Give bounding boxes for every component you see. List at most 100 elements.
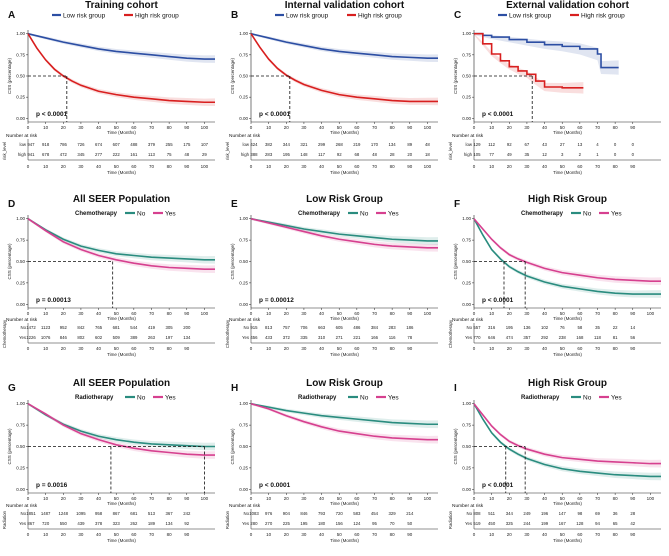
y-tick-label: 0.00 [239, 116, 248, 121]
p-value: p < 0.0001 [36, 111, 68, 118]
risk-row-label: Yes [242, 521, 249, 526]
x-tick-label: 20 [284, 125, 290, 130]
risk-count: 168 [576, 335, 584, 340]
risk-x-tick-label: 30 [301, 346, 307, 351]
risk-x-tick-label: 40 [96, 346, 102, 351]
risk-x-tick-label: 80 [167, 346, 173, 351]
risk-count: 720 [336, 511, 344, 516]
x-tick-label: 0 [473, 311, 476, 316]
risk-count: 28 [390, 152, 395, 157]
y-axis-label: CSS (percentage) [230, 243, 235, 280]
legend-label: High risk group [581, 12, 625, 19]
risk-x-tick-label: 50 [337, 532, 343, 537]
x-tick-label: 80 [390, 125, 396, 130]
risk-count: 344 [283, 142, 291, 147]
risk-x-tick-label: 20 [61, 532, 67, 537]
risk-count: 283 [265, 152, 273, 157]
x-tick-label: 50 [114, 496, 120, 501]
x-tick-label: 20 [61, 125, 67, 130]
risk-table-title: Number at risk [229, 133, 261, 139]
risk-x-tick-label: 90 [407, 164, 413, 169]
x-tick-label: 70 [149, 311, 155, 316]
risk-x-tick-label: 100 [201, 164, 209, 169]
x-tick-label: 80 [167, 496, 173, 501]
x-tick-label: 30 [78, 496, 84, 501]
risk-count: 20 [407, 152, 412, 157]
risk-row-label: high [18, 152, 27, 157]
risk-count: 249 [523, 511, 531, 516]
risk-x-tick-label: 30 [301, 532, 307, 537]
risk-count: 48 [425, 142, 430, 147]
y-tick-label: 0.50 [462, 444, 471, 449]
panel-I: I High Risk Group Radiotherapy No Yes 0.00 0.2… [448, 378, 661, 543]
risk-count: 1851 [26, 511, 36, 516]
risk-x-tick-label: 90 [184, 532, 190, 537]
x-tick-label: 40 [96, 125, 102, 130]
risk-x-tick-label: 20 [61, 346, 67, 351]
x-tick-label: 80 [390, 496, 396, 501]
x-tick-label: 90 [184, 496, 190, 501]
risk-count: 195 [506, 325, 514, 330]
x-tick-label: 0 [250, 125, 253, 130]
risk-count: 786 [60, 142, 68, 147]
legend-title: Radiotherapy [75, 395, 114, 401]
survival-curve-no [27, 218, 215, 261]
risk-table-ylabel: Radiation [225, 510, 230, 529]
x-tick-label: 30 [524, 125, 530, 130]
y-tick-label: 0.25 [462, 95, 471, 100]
risk-count: 214 [406, 511, 414, 516]
y-tick-label: 1.00 [16, 31, 25, 36]
x-tick-label: 30 [301, 496, 307, 501]
risk-count: 148 [300, 152, 308, 157]
x-axis-label: Time (Months) [553, 130, 582, 135]
y-tick-label: 0.50 [462, 259, 471, 264]
legend-label: Yes [611, 394, 622, 401]
risk-x-tick-label: 90 [630, 532, 636, 537]
risk-row-label: No [467, 325, 473, 330]
risk-count: 180 [318, 521, 326, 526]
x-tick-label: 80 [167, 311, 173, 316]
risk-count: 48 [372, 152, 377, 157]
p-value: p = 0.0016 [36, 482, 68, 489]
risk-x-tick-label: 70 [372, 346, 378, 351]
risk-x-tick-label: 10 [489, 346, 495, 351]
x-tick-label: 20 [507, 311, 513, 316]
risk-count: 681 [113, 325, 121, 330]
risk-count: 238 [559, 335, 567, 340]
x-tick-label: 70 [149, 496, 155, 501]
risk-x-tick-label: 40 [542, 164, 548, 169]
x-tick-label: 20 [284, 496, 290, 501]
x-tick-label: 10 [43, 496, 49, 501]
risk-x-tick-label: 80 [390, 532, 396, 537]
x-tick-label: 40 [319, 311, 325, 316]
risk-count: 793 [318, 511, 326, 516]
x-tick-label: 60 [577, 496, 583, 501]
confidence-band [251, 218, 438, 245]
risk-x-tick-label: 70 [149, 532, 155, 537]
risk-count: 255 [166, 142, 174, 147]
y-tick-label: 0.00 [16, 116, 25, 121]
y-tick-label: 0.75 [462, 423, 471, 428]
risk-count: 0 [632, 142, 635, 147]
risk-x-axis-label: Time (Months) [553, 170, 582, 175]
x-axis-label: Time (Months) [107, 316, 136, 321]
x-tick-label: 70 [372, 311, 378, 316]
risk-count: 167 [559, 521, 567, 526]
risk-x-tick-label: 40 [319, 346, 325, 351]
risk-count: 321 [300, 142, 308, 147]
risk-row-label: No [244, 325, 250, 330]
panel-D: D All SEER Population Chemotherapy No Yes 0.0… [2, 194, 215, 357]
risk-count: 419 [148, 325, 156, 330]
risk-count: 706 [300, 325, 308, 330]
y-tick-label: 0.75 [462, 52, 471, 57]
x-tick-label: 40 [319, 496, 325, 501]
risk-x-tick-label: 10 [43, 532, 49, 537]
p-value: p = 0.00013 [36, 297, 71, 304]
x-tick-label: 50 [560, 311, 566, 316]
panel-letter: E [231, 199, 238, 210]
chart-title: Low Risk Group [306, 378, 383, 389]
risk-x-tick-label: 10 [489, 532, 495, 537]
risk-count: 813 [265, 325, 273, 330]
x-axis-label: Time (Months) [553, 501, 582, 506]
